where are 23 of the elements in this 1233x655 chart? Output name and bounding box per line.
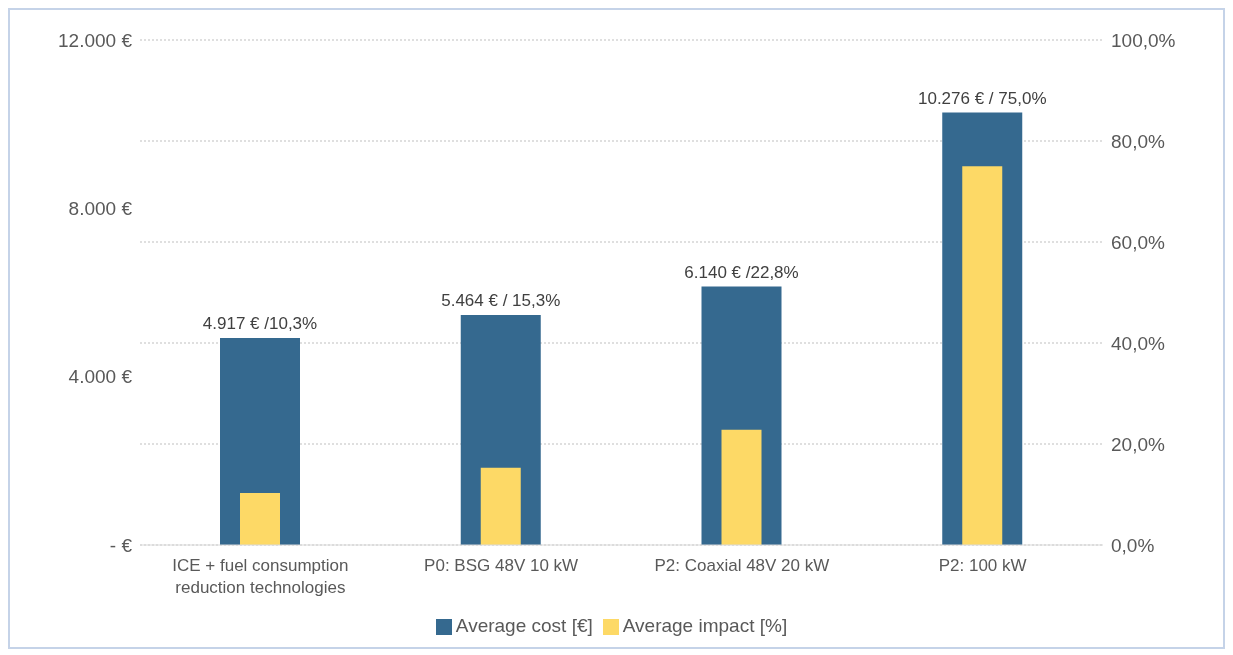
data-label: 6.140 € /22,8% <box>684 262 799 282</box>
x-tick-label: ICE + fuel consumption reduction technologies <box>172 556 349 597</box>
legend-label: Average impact [%] <box>622 615 788 636</box>
y-tick-label: 4.000 € <box>68 366 133 388</box>
x-tick-label: P2: 100 kW <box>938 556 1027 575</box>
legend-label: Average cost [€] <box>455 615 593 636</box>
x-tick-label: P2: Coaxial 48V 20 kW <box>654 556 830 575</box>
y2-tick-label: 80,0% <box>1111 130 1165 152</box>
y2-tick-label: 60,0% <box>1111 231 1165 253</box>
y-tick-label: - € <box>109 534 133 556</box>
y2-tick-label: 100,0% <box>1111 29 1176 51</box>
y-tick-label: 12.000 € <box>58 29 133 51</box>
data-label: 5.464 € / 15,3% <box>441 291 561 311</box>
y2-tick-label: 20,0% <box>1111 433 1165 455</box>
bar <box>721 429 762 545</box>
y-tick-label: 8.000 € <box>68 198 133 220</box>
bar <box>240 492 280 545</box>
y2-tick-label: 40,0% <box>1111 332 1165 354</box>
data-label: 4.917 € /10,3% <box>202 314 318 334</box>
x-tick-label: P0: BSG 48V 10 kW <box>424 556 579 575</box>
bar <box>480 467 521 545</box>
y2-tick-label: 0,0% <box>1111 534 1155 556</box>
data-label: 10.276 € / 75,0% <box>917 88 1047 108</box>
